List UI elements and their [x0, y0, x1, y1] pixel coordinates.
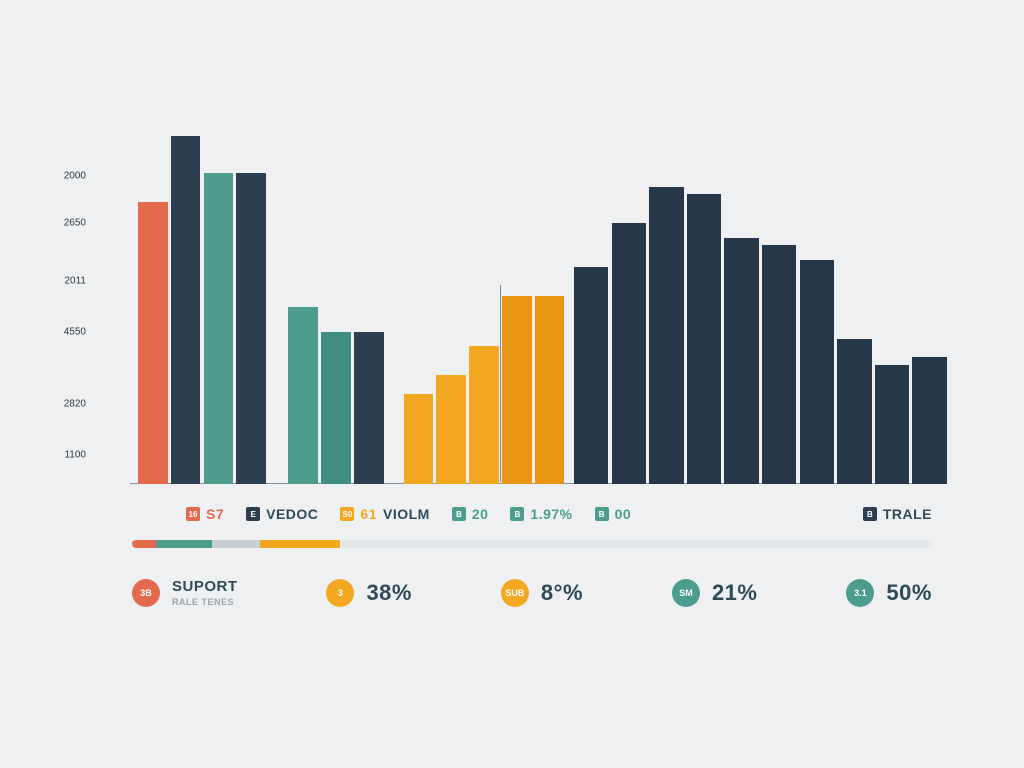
- stat-dot: SUB: [501, 579, 529, 607]
- stat-sub: RALE TENES: [172, 597, 238, 607]
- legend-code: S7: [206, 506, 224, 522]
- bar: [535, 296, 565, 484]
- stat-text: 50%: [886, 580, 932, 606]
- legend-label: VEDOC: [266, 506, 318, 522]
- bar: [762, 245, 796, 484]
- stat-text: 21%: [712, 580, 758, 606]
- stat-text: 38%: [366, 580, 412, 606]
- stat-dot: 3.1: [846, 579, 874, 607]
- infographic-canvas: 20002650201145502820110016S7EVEDOCS061VI…: [0, 0, 1024, 768]
- bar: [404, 394, 434, 485]
- legend-item: 16 S7: [186, 506, 224, 522]
- bar: [138, 202, 168, 484]
- stat-text: SUPORT RALE TENES: [172, 578, 238, 607]
- legend-code: 20: [472, 506, 489, 522]
- y-tick: 2011: [50, 276, 86, 287]
- bar: [236, 173, 266, 484]
- chart-area: 200026502011455028201100: [130, 122, 930, 484]
- legend: 16 S7 E VEDOC S0 61 VIOLM B 20 B 1.97% B 00 B TRALE: [186, 506, 932, 522]
- legend-item: S0 61 VIOLM: [340, 506, 429, 522]
- stat-value: 38%: [366, 580, 412, 606]
- bar: [469, 346, 499, 484]
- stat-item: 3 38%: [326, 579, 412, 607]
- bar: [574, 267, 608, 484]
- stat-item: 3B SUPORT RALE TENES: [132, 578, 238, 607]
- stat-dot: SM: [672, 579, 700, 607]
- legend-item: E VEDOC: [246, 506, 318, 522]
- progress-segment: [260, 540, 340, 548]
- bar: [204, 173, 234, 484]
- legend-code: 1.97%: [530, 506, 572, 522]
- y-tick: 2000: [50, 171, 86, 182]
- bar: [288, 307, 318, 484]
- stat-title: SUPORT: [172, 578, 238, 595]
- stat-value: 21%: [712, 580, 758, 606]
- legend-item: B 1.97%: [510, 506, 572, 522]
- stats-row: 3B SUPORT RALE TENES 3 38% SUB 8°% SM 21% 3.1 50%: [132, 578, 932, 607]
- progress-segment: [212, 540, 260, 548]
- legend-swatch: B: [510, 507, 524, 521]
- bars-container: [130, 122, 930, 484]
- y-tick: 2820: [50, 399, 86, 410]
- stat-item: SM 21%: [672, 579, 758, 607]
- y-tick: 1100: [50, 450, 86, 461]
- legend-swatch: 16: [186, 507, 200, 521]
- legend-item: B 20: [452, 506, 489, 522]
- bar: [649, 187, 683, 484]
- bar: [612, 223, 646, 484]
- bar: [837, 339, 871, 484]
- legend-label: TRALE: [883, 506, 932, 522]
- legend-swatch: B: [452, 507, 466, 521]
- stat-value: 50%: [886, 580, 932, 606]
- progress-segment: [340, 540, 932, 548]
- legend-code: 61: [360, 506, 377, 522]
- bar: [912, 357, 946, 484]
- stat-item: 3.1 50%: [846, 579, 932, 607]
- legend-swatch: E: [246, 507, 260, 521]
- stat-dot: 3: [326, 579, 354, 607]
- bar: [354, 332, 384, 484]
- progress-track: [132, 540, 932, 548]
- bar: [171, 136, 201, 484]
- bar: [436, 375, 466, 484]
- bar: [321, 332, 351, 484]
- stat-value: 8°%: [541, 580, 583, 606]
- legend-label: VIOLM: [383, 506, 430, 522]
- bar: [875, 365, 909, 484]
- bar: [800, 260, 834, 484]
- legend-code: 00: [615, 506, 632, 522]
- legend-swatch: B: [595, 507, 609, 521]
- bar: [502, 296, 532, 484]
- legend-swatch: B: [863, 507, 877, 521]
- y-tick: 4550: [50, 326, 86, 337]
- progress-segment: [132, 540, 156, 548]
- legend-item: B 00: [595, 506, 632, 522]
- y-tick: 2650: [50, 218, 86, 229]
- legend-swatch: S0: [340, 507, 354, 521]
- stat-item: SUB 8°%: [501, 579, 583, 607]
- stat-text: 8°%: [541, 580, 583, 606]
- legend-item: B TRALE: [863, 506, 932, 522]
- progress-segment: [156, 540, 212, 548]
- bar: [687, 194, 721, 484]
- bar: [724, 238, 758, 484]
- stat-dot: 3B: [132, 579, 160, 607]
